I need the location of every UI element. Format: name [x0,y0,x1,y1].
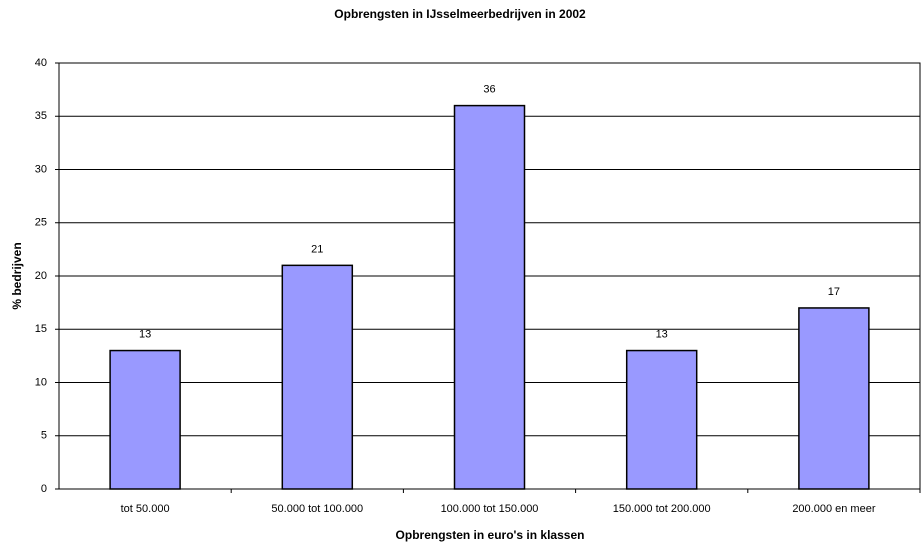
data-label: 13 [139,328,151,340]
y-tick-label: 20 [35,270,47,282]
x-tick-label: 150.000 tot 200.000 [613,503,711,515]
y-axis-label: % bedrijven [10,242,24,309]
y-tick-label: 40 [35,57,47,69]
data-label: 21 [311,243,323,255]
y-tick-label: 15 [35,323,47,335]
y-tick-label: 25 [35,217,47,229]
y-tick-label: 0 [41,483,47,495]
bar [109,349,181,490]
data-label: 36 [483,84,495,96]
y-tick-label: 35 [35,110,47,122]
x-tick-label: 200.000 en meer [792,503,876,515]
data-label: 17 [828,286,840,298]
y-tick-label: 5 [41,430,47,442]
y-tick-label: 30 [35,163,47,175]
bar [625,349,698,490]
y-tick-label: 10 [35,376,47,388]
x-tick-label: 100.000 tot 150.000 [441,503,539,515]
x-tick-label: tot 50.000 [121,503,170,515]
chart-title: Opbrengsten in IJsselmeerbedrijven in 20… [334,7,586,21]
bar [281,264,354,490]
bar [453,104,526,490]
bar [798,307,870,490]
data-label: 13 [656,328,668,340]
x-axis-label: Opbrengsten in euro's in klassen [396,528,585,542]
x-tick-label: 50.000 tot 100.000 [271,503,363,515]
